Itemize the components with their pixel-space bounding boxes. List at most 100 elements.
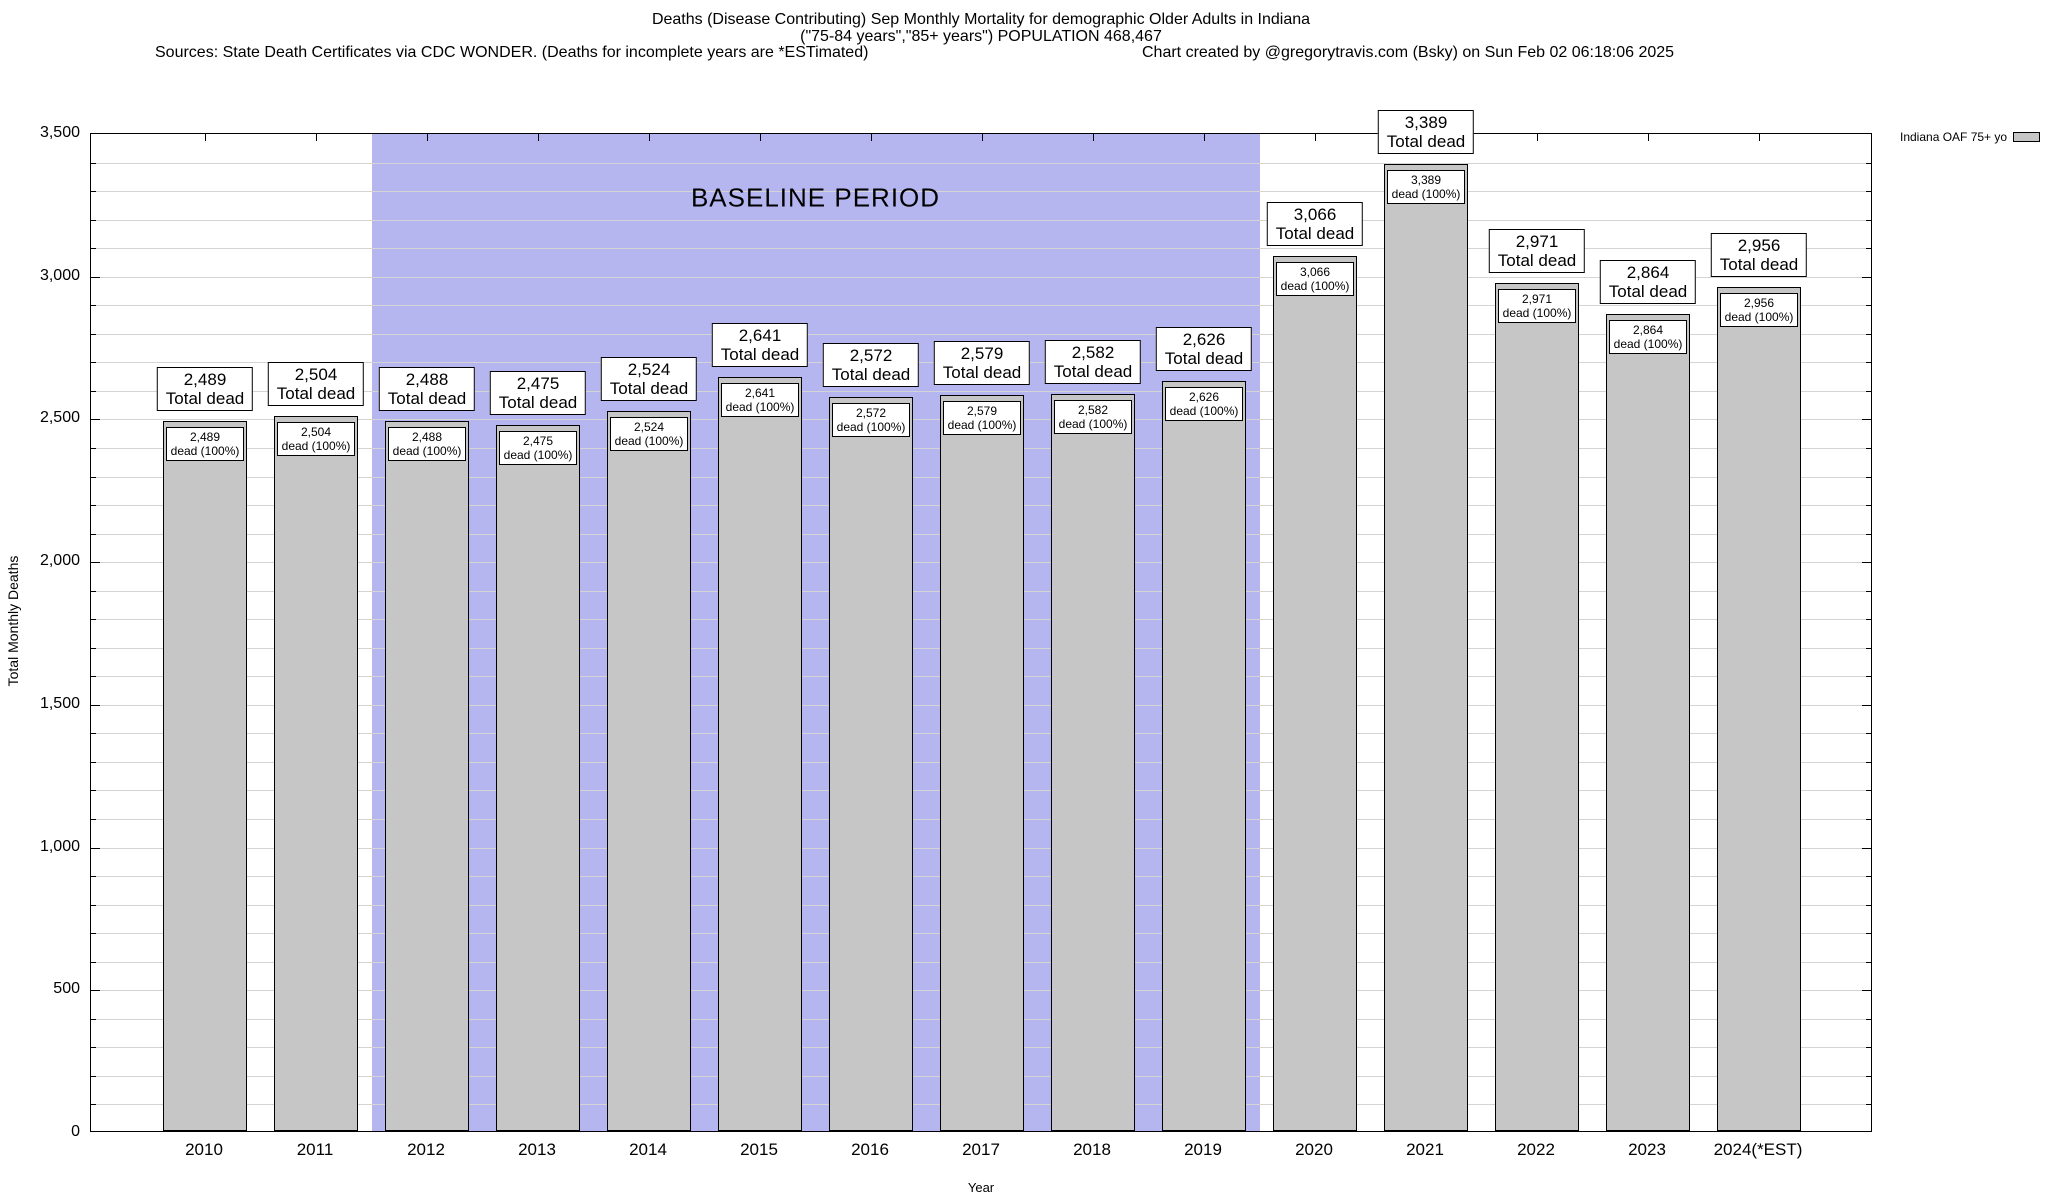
bar-inner-label-line: dead (100%) (836, 419, 906, 434)
y-tick (1866, 876, 1871, 878)
x-tick-label-2020: 2020 (1295, 1140, 1333, 1159)
x-tick (1758, 134, 1760, 141)
gridline (91, 219, 1871, 221)
gridline (91, 248, 1871, 250)
bar-inner-label-line: 2,579 (966, 403, 998, 418)
y-tick (1866, 447, 1871, 449)
bar-total-label-line: 2,504 (294, 365, 338, 385)
legend: Indiana OAF 75+ yo (1900, 129, 2040, 145)
bar-inner-label-line: 2,971 (1521, 291, 1553, 306)
bar-inner-label-line: 2,864 (1632, 322, 1664, 337)
y-tick (1866, 1075, 1871, 1077)
bar-inner-label-line: 2,626 (1188, 390, 1220, 405)
bar-total-label-line: 2,864 (1626, 262, 1670, 282)
bar-inner-label: 2,641 dead (100%) (721, 383, 799, 418)
x-axis-title: Year (967, 1180, 995, 1195)
y-tick (91, 533, 96, 535)
y-tick-label: 1,500 (39, 694, 80, 712)
x-tick-label-2024(*EST): 2024(*EST) (1713, 1140, 1803, 1159)
bar-total-label: 2,475 Total dead (489, 370, 587, 415)
y-tick (1866, 1104, 1871, 1106)
y-tick (1866, 961, 1871, 963)
gridline (91, 390, 1871, 392)
bar-total-label-line: Total dead (720, 345, 800, 365)
sources-note: Sources: State Death Certificates via CD… (155, 44, 869, 61)
bar-inner-label: 2,864 dead (100%) (1609, 319, 1687, 354)
x-tick-label-2014: 2014 (629, 1140, 667, 1159)
bar-total-label-line: Total dead (1386, 131, 1466, 151)
bar-inner-label-line: dead (100%) (947, 417, 1017, 432)
bar-total-label-line: 2,956 (1737, 236, 1781, 256)
bar-total-label-line: 2,579 (960, 343, 1004, 363)
bar-inner-label-line: 2,488 (411, 429, 443, 444)
y-tick (91, 505, 96, 507)
y-tick (91, 790, 96, 792)
bar-inner-label-line: dead (100%) (1724, 310, 1794, 325)
bar-total-label: 2,626 Total dead (1155, 327, 1253, 372)
bar-inner-label-line: 2,504 (300, 425, 332, 440)
bar-inner-label: 2,582 dead (100%) (1054, 400, 1132, 435)
y-tick (91, 619, 96, 621)
bar-total-label-line: Total dead (276, 384, 356, 404)
x-tick-label-2021: 2021 (1406, 1140, 1444, 1159)
bar-inner-label-line: dead (100%) (725, 400, 795, 415)
y-tick (91, 904, 96, 906)
bar-total-label-line: 2,488 (405, 369, 449, 389)
x-tick (1092, 134, 1094, 141)
y-tick (1866, 790, 1871, 792)
bar-total-label-line: 2,626 (1182, 330, 1226, 350)
bar-2020 (1273, 255, 1357, 1131)
bar-2013 (496, 424, 580, 1131)
x-tick (1647, 134, 1649, 141)
bar-2014 (607, 410, 691, 1131)
x-tick-label-2017: 2017 (962, 1140, 1000, 1159)
bar-total-label: 2,864 Total dead (1599, 259, 1697, 304)
bar-total-label-line: Total dead (1608, 281, 1688, 301)
bar-inner-label-line: dead (100%) (1502, 305, 1572, 320)
y-tick-label: 2,000 (39, 552, 80, 570)
bar-inner-label: 2,489 dead (100%) (166, 426, 244, 461)
bar-inner-label-line: dead (100%) (1058, 417, 1128, 432)
y-tick (91, 305, 96, 307)
chart-subtitle: ("75-84 years","85+ years") POPULATION 4… (800, 28, 1162, 45)
y-tick (91, 248, 96, 250)
bar-2017 (940, 394, 1024, 1131)
bar-2012 (385, 420, 469, 1131)
bar-total-label: 2,524 Total dead (600, 356, 698, 401)
bar-2024(*EST) (1717, 287, 1801, 1131)
y-tick (91, 733, 96, 735)
bar-inner-label-line: dead (100%) (503, 447, 573, 462)
bar-total-label-line: 2,971 (1515, 232, 1559, 251)
gridline (91, 333, 1871, 335)
y-tick (1866, 219, 1871, 221)
y-tick (91, 276, 100, 278)
y-tick-label: 2,500 (39, 409, 80, 427)
y-tick (1866, 590, 1871, 592)
x-tick-label-2022: 2022 (1517, 1140, 1555, 1159)
y-tick (1866, 676, 1871, 678)
y-tick-label: 1,000 (39, 837, 80, 855)
y-tick (91, 876, 96, 878)
y-tick (1866, 1018, 1871, 1020)
y-tick (1862, 990, 1871, 992)
bar-inner-label-line: 3,066 (1299, 264, 1331, 279)
bar-total-label: 3,389 Total dead (1377, 109, 1475, 154)
bar-2022 (1495, 283, 1579, 1131)
x-tick-label-2013: 2013 (518, 1140, 556, 1159)
x-tick-label-2023: 2023 (1628, 1140, 1666, 1159)
bar-total-label-line: Total dead (1275, 223, 1355, 243)
y-tick (1866, 505, 1871, 507)
bar-inner-label-line: dead (100%) (614, 433, 684, 448)
y-tick (1866, 647, 1871, 649)
bar-total-label-line: Total dead (609, 378, 689, 398)
y-tick (91, 447, 96, 449)
bar-inner-label: 2,626 dead (100%) (1165, 387, 1243, 422)
x-tick (204, 134, 206, 141)
bar-total-label-line: 2,582 (1071, 343, 1115, 363)
x-tick (1314, 134, 1316, 141)
x-tick-label-2010: 2010 (185, 1140, 223, 1159)
bar-total-label: 2,504 Total dead (267, 362, 365, 407)
bar-total-label-line: 2,524 (627, 359, 671, 379)
y-tick (91, 333, 96, 335)
